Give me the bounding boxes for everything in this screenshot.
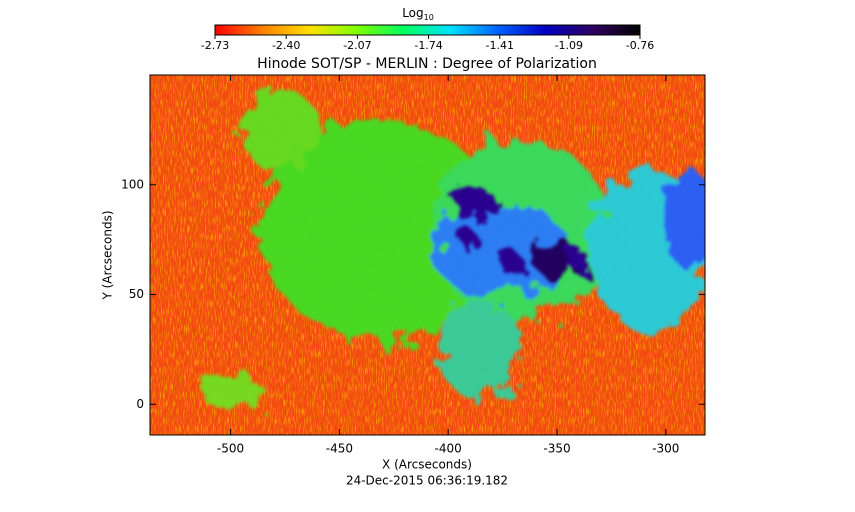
footer: 24-Dec-2015 06:36:19.182 bbox=[346, 474, 508, 488]
x-tick-label: -400 bbox=[435, 442, 462, 456]
x-tick-label: -450 bbox=[326, 442, 353, 456]
y-tick-label: 100 bbox=[121, 177, 144, 191]
x-tick-label: -500 bbox=[217, 442, 244, 456]
colorbar-tick-label: -2.40 bbox=[272, 39, 300, 52]
colorbar bbox=[214, 24, 641, 36]
plot-frame bbox=[149, 74, 706, 436]
x-tick-label: -300 bbox=[652, 442, 679, 456]
y-tick-label: 50 bbox=[129, 287, 144, 301]
y-axis-label: Y (Arcseconds) bbox=[101, 210, 115, 300]
colorbar-tick-label: -1.74 bbox=[414, 39, 442, 52]
x-axis-label: X (Arcseconds) bbox=[382, 458, 472, 472]
colorbar-title: Log10 bbox=[402, 6, 434, 22]
chart-title: Hinode SOT/SP - MERLIN : Degree of Polar… bbox=[257, 56, 597, 72]
colorbar-label-sub: 10 bbox=[424, 13, 434, 22]
colorbar-label: Log bbox=[402, 6, 423, 20]
solar-image bbox=[150, 75, 705, 435]
colorbar-tick-label: -1.41 bbox=[486, 39, 514, 52]
y-tick-label: 0 bbox=[136, 397, 144, 411]
colorbar-tick-label: -2.73 bbox=[201, 39, 229, 52]
colorbar-tick-label: -2.07 bbox=[343, 39, 371, 52]
colorbar-tick-label: -0.76 bbox=[626, 39, 654, 52]
colorbar-tick-label: -1.09 bbox=[555, 39, 583, 52]
x-tick-label: -350 bbox=[543, 442, 570, 456]
